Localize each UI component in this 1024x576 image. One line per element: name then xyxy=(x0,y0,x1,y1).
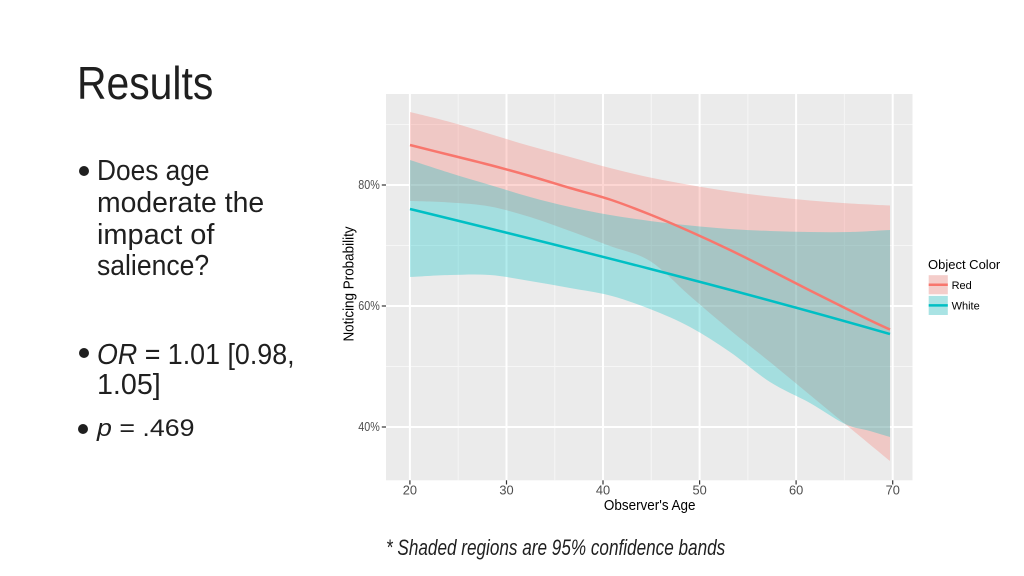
svg-text:White: White xyxy=(952,301,980,313)
svg-text:80%: 80% xyxy=(358,177,380,192)
svg-text:40: 40 xyxy=(596,482,610,497)
svg-text:30: 30 xyxy=(499,482,513,497)
svg-text:70: 70 xyxy=(886,482,900,497)
svg-text:40%: 40% xyxy=(358,419,380,434)
svg-text:Red: Red xyxy=(952,280,972,292)
svg-text:50: 50 xyxy=(692,482,706,497)
svg-text:Object Color: Object Color xyxy=(928,257,1001,272)
svg-text:Observer's Age: Observer's Age xyxy=(604,497,696,514)
svg-text:Noticing Probability: Noticing Probability xyxy=(341,226,358,342)
svg-text:60%: 60% xyxy=(358,298,380,313)
svg-text:20: 20 xyxy=(403,482,417,497)
svg-text:60: 60 xyxy=(789,482,803,497)
